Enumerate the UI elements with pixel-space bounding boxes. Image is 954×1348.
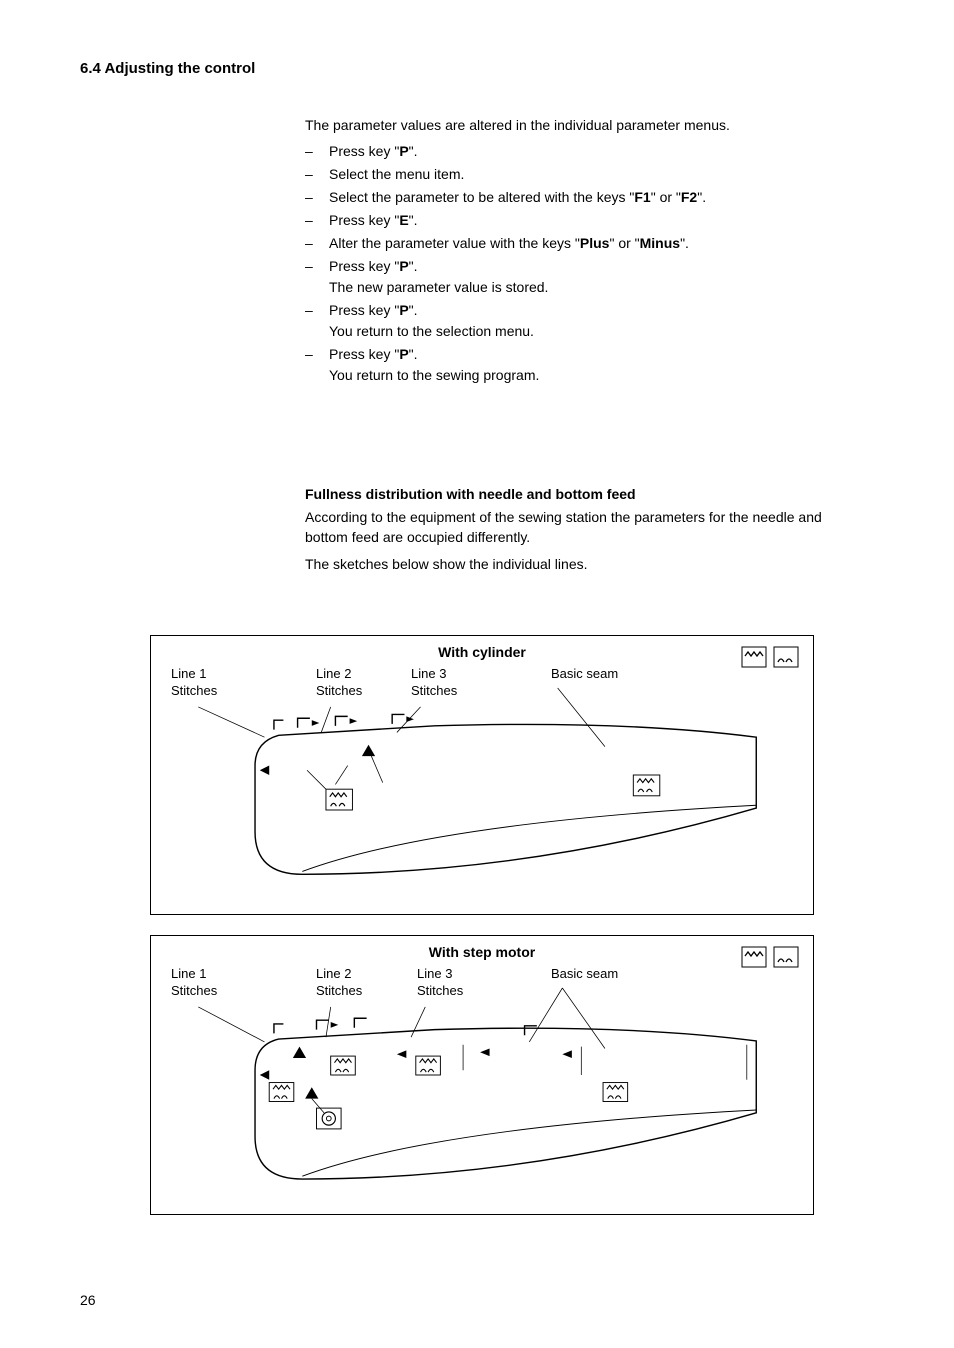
list-item: Alter the parameter value with the keys … — [305, 233, 854, 254]
paragraph: According to the equipment of the sewing… — [305, 508, 854, 547]
list-item: Press key "P". You return to the selecti… — [305, 300, 854, 342]
paragraph: The sketches below show the individual l… — [305, 555, 854, 575]
diagram-sketch — [151, 936, 813, 1214]
bullet-text: Press key " — [329, 346, 399, 362]
list-item: Press key "P". You return to the sewing … — [305, 344, 854, 386]
key-label: P — [399, 143, 408, 159]
list-item: Select the parameter to be altered with … — [305, 187, 854, 208]
key-label: F2 — [681, 189, 697, 205]
bullet-text-after: ". — [409, 212, 418, 228]
key-label: E — [399, 212, 408, 228]
diagram-stepmotor: With step motor Line 1 Stitches Line 2 S… — [150, 935, 814, 1215]
bullet-text: Press key " — [329, 302, 399, 318]
bullet-text-after: ". — [680, 235, 689, 251]
list-item: Press key "P". The new parameter value i… — [305, 256, 854, 298]
page-number: 26 — [80, 1292, 96, 1308]
diagram-container: With cylinder Line 1 Stitches Line 2 Sti… — [150, 635, 814, 1215]
bullet-text: Select the menu item. — [329, 166, 464, 182]
bullet-text-mid: " or " — [651, 189, 681, 205]
key-label: F1 — [634, 189, 650, 205]
diagram-sketch — [151, 636, 813, 914]
bullet-text-after: ". — [409, 143, 418, 159]
content-block: The parameter values are altered in the … — [305, 117, 854, 575]
bullet-text: Press key " — [329, 143, 399, 159]
section-heading: 6.4 Adjusting the control — [80, 60, 874, 77]
intro-text: The parameter values are altered in the … — [305, 117, 854, 133]
bullet-text: Alter the parameter value with the keys … — [329, 235, 580, 251]
bullet-list: Press key "P". Select the menu item. Sel… — [305, 141, 854, 386]
bullet-text-after: ". — [409, 258, 418, 274]
list-item: Press key "E". — [305, 210, 854, 231]
bullet-text-after: ". — [697, 189, 706, 205]
list-item: Select the menu item. — [305, 164, 854, 185]
diagram-cylinder: With cylinder Line 1 Stitches Line 2 Sti… — [150, 635, 814, 915]
bullet-text: Select the parameter to be altered with … — [329, 189, 634, 205]
bullet-text-after: ". — [409, 346, 418, 362]
key-label: P — [399, 258, 408, 274]
bullet-sub: You return to the sewing program. — [329, 365, 854, 386]
bullet-sub: You return to the selection menu. — [329, 321, 854, 342]
motor-icon — [317, 1108, 342, 1129]
bullet-text-after: ". — [409, 302, 418, 318]
bullet-sub: The new parameter value is stored. — [329, 277, 854, 298]
list-item: Press key "P". — [305, 141, 854, 162]
bullet-text: Press key " — [329, 258, 399, 274]
sub-heading: Fullness distribution with needle and bo… — [305, 486, 854, 502]
key-label: P — [399, 302, 408, 318]
bullet-text-mid: " or " — [609, 235, 639, 251]
bullet-text: Press key " — [329, 212, 399, 228]
key-label: P — [399, 346, 408, 362]
key-label: Plus — [580, 235, 610, 251]
key-label: Minus — [640, 235, 680, 251]
